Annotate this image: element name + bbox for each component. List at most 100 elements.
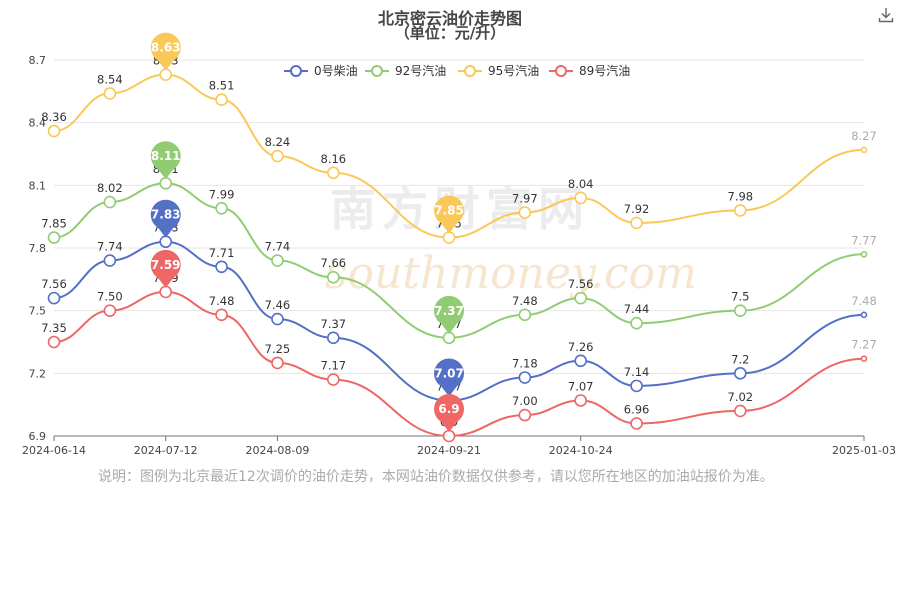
data-point [860,250,868,258]
data-point [574,354,587,368]
data-point [518,408,532,422]
data-label: 7.00 [512,394,538,408]
chart-legend[interactable]: 0号柴油 92号汽油 95号汽油 89号汽油 [284,63,630,78]
y-tick-label: 8.1 [29,179,47,192]
x-tick-label: 2024-10-24 [549,444,613,457]
marker-value: 6.9 [438,402,459,416]
data-label: 7.74 [97,240,123,254]
y-tick-label: 7.8 [29,242,47,255]
data-point [271,312,284,326]
data-label: 7.66 [321,256,347,270]
marker-head [150,141,181,172]
y-tick-label: 6.9 [29,430,47,443]
data-label: 7.07 [568,379,594,393]
marker-head [434,195,465,226]
data-label: 7.99 [209,187,235,201]
marker-value: 8.11 [151,149,181,163]
data-label: 7.5 [731,290,749,304]
data-point [271,254,284,267]
data-label: 7.48 [512,294,538,308]
marker-value: 7.07 [434,366,464,380]
marker-head [434,394,465,424]
data-point [215,202,228,215]
marker-value: 8.63 [151,41,181,55]
data-point [860,311,868,319]
data-point [860,355,868,363]
marker-max-0: 7.83 [150,199,181,238]
data-label: 7.48 [851,294,877,308]
data-point [442,429,456,443]
data-point [47,335,61,349]
marker-head [150,199,181,230]
data-point [630,216,643,230]
data-label: 7.35 [41,321,67,335]
legend-item-0[interactable]: 0号柴油 [284,64,358,78]
data-point [860,146,868,154]
data-point [159,176,173,190]
extreme-markers: 7.83 7.07 8.11 7.37 8.63 7.85 7.59 6.9 [150,32,465,432]
data-label: 7.25 [265,342,291,356]
legend-item-1[interactable]: 92号汽油 [365,63,446,78]
y-tick-label: 7.5 [29,305,47,318]
data-label: 7.85 [41,217,67,231]
data-point [734,367,747,380]
data-point [734,404,747,418]
data-point [518,206,532,219]
data-label: 7.92 [624,202,650,216]
data-point [103,304,117,317]
legend-label: 0号柴油 [314,64,358,78]
data-point [215,308,228,322]
y-tick-label: 7.2 [29,367,47,380]
data-label: 8.27 [851,129,877,143]
chart-series [47,68,868,443]
data-label: 7.2 [731,352,749,366]
data-point [574,291,587,305]
data-point [47,291,61,305]
marker-max-3: 7.59 [150,249,181,288]
download-icon[interactable] [877,6,895,24]
marker-head [150,32,181,63]
data-point [103,87,117,100]
data-point [271,149,284,163]
data-point [103,254,117,267]
data-point [630,316,643,330]
data-label: 8.02 [97,181,123,195]
data-point [47,124,61,138]
data-label: 7.44 [624,302,650,316]
data-label: 8.54 [97,72,123,86]
marker-value: 7.37 [434,304,464,318]
data-label: 7.50 [97,290,123,304]
data-label: 7.56 [568,277,594,291]
data-point [518,371,532,384]
marker-value: 7.59 [151,258,181,272]
chart-title: 北京密云油价走势图 [377,9,522,28]
marker-min-2: 7.85 [434,195,465,234]
data-label: 8.51 [209,79,235,93]
data-label: 7.77 [851,233,877,247]
data-point [159,68,173,81]
chart-axes: 6.9 7.2 7.5 7.8 8.1 8.4 8.7 2024-06-14 2024-07-1… [22,54,896,457]
data-point [518,308,532,322]
legend-item-2[interactable]: 95号汽油 [458,63,539,78]
data-label: 8.36 [41,110,67,124]
data-point [47,231,61,244]
data-label: 8.04 [568,177,594,191]
data-point [103,195,117,209]
data-point [630,379,643,393]
data-point [574,191,587,205]
data-labels: 7.56 7.74 7.83 7.71 7.46 7.37 7.07 7.18 7.26 7.14… [41,54,877,429]
marker-max-1: 8.11 [150,141,181,180]
data-label: 7.56 [41,277,67,291]
x-tick-label: 2024-08-09 [245,444,309,457]
data-point [442,231,456,244]
legend-item-3[interactable]: 89号汽油 [549,63,630,78]
legend-marker [290,65,302,77]
watermark-en: southmoney.com [325,248,697,299]
legend-marker [555,65,567,77]
marker-min-3: 6.9 [434,394,465,432]
legend-marker [464,65,476,77]
data-label: 7.74 [265,240,291,254]
data-label: 7.14 [624,365,650,379]
x-tick-label: 2024-09-21 [417,444,481,457]
data-point [327,331,340,345]
